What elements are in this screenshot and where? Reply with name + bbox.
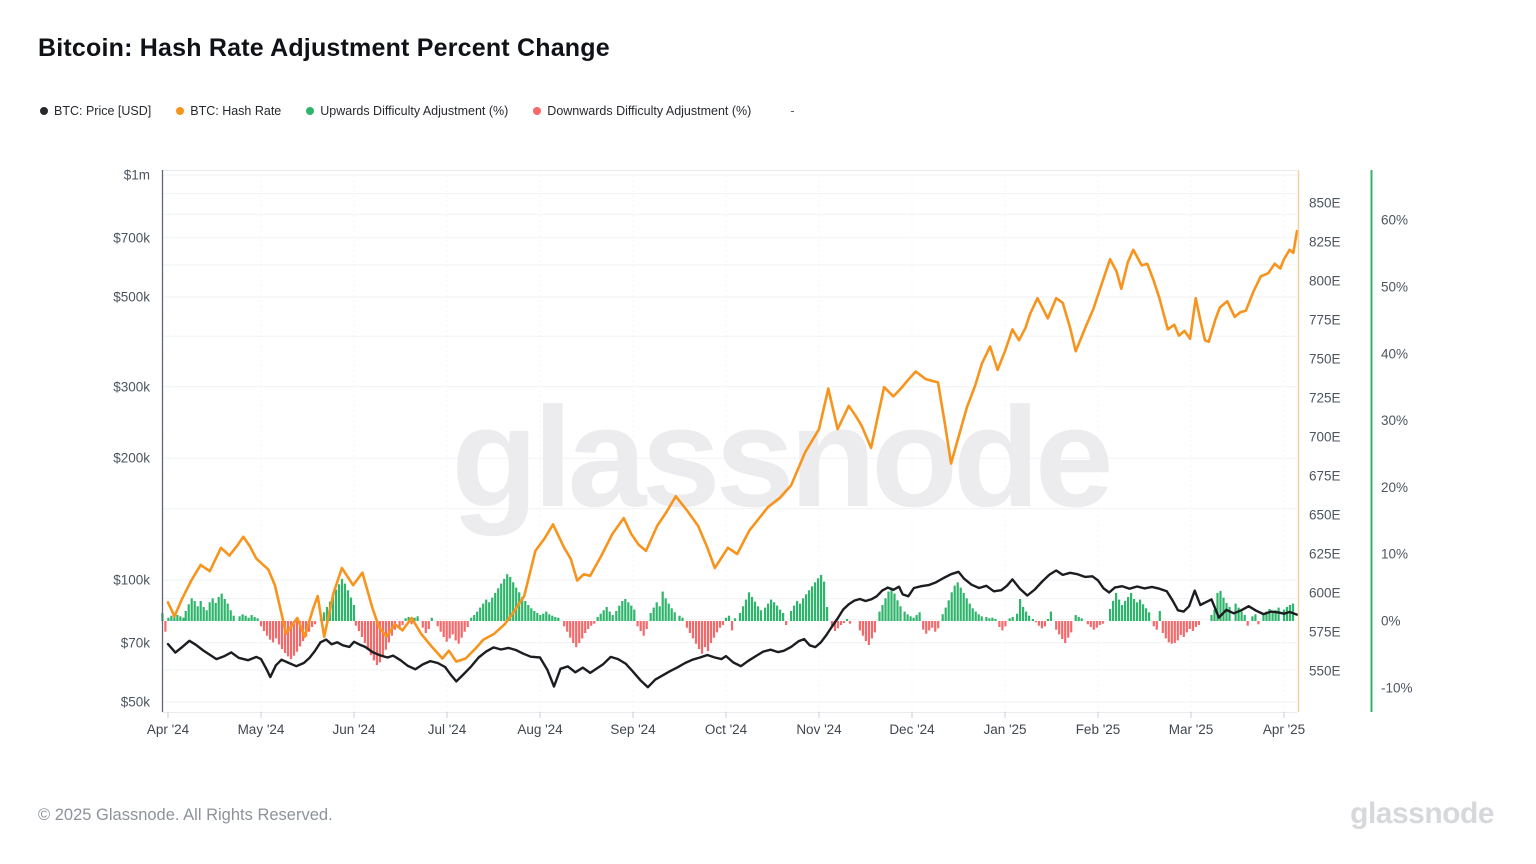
svg-text:$700k: $700k xyxy=(113,230,150,245)
plot-border xyxy=(162,170,1297,713)
downwards-adjustment-legend-dot-icon xyxy=(533,107,542,115)
svg-text:$300k: $300k xyxy=(113,379,150,394)
legend-item-label: BTC: Price [USD] xyxy=(54,104,152,118)
svg-text:Sep '24: Sep '24 xyxy=(610,722,656,737)
copyright-text: © 2025 Glassnode. All Rights Reserved. xyxy=(38,806,333,824)
svg-text:750E: 750E xyxy=(1309,352,1341,367)
svg-text:Jul '24: Jul '24 xyxy=(428,722,467,737)
svg-text:10%: 10% xyxy=(1381,547,1408,562)
svg-text:675E: 675E xyxy=(1309,469,1341,484)
svg-text:Feb '25: Feb '25 xyxy=(1076,722,1121,737)
svg-text:775E: 775E xyxy=(1309,313,1341,328)
svg-text:600E: 600E xyxy=(1309,586,1341,601)
svg-text:30%: 30% xyxy=(1381,413,1408,428)
svg-text:625E: 625E xyxy=(1309,547,1341,562)
svg-text:glassnode: glassnode xyxy=(451,378,1109,537)
month-tick-labels: Apr '24 May '24 Jun '24 Jul '24 Aug '24 Sep '… xyxy=(147,722,1305,737)
svg-text:$500k: $500k xyxy=(113,290,150,305)
svg-text:$70k: $70k xyxy=(121,635,151,650)
svg-text:550E: 550E xyxy=(1309,664,1341,679)
svg-text:$200k: $200k xyxy=(113,451,150,466)
svg-text:May '24: May '24 xyxy=(238,722,285,737)
svg-text:575E: 575E xyxy=(1309,625,1341,640)
svg-text:$1m: $1m xyxy=(124,168,150,183)
svg-text:Dec '24: Dec '24 xyxy=(889,722,935,737)
svg-text:50%: 50% xyxy=(1381,280,1408,295)
legend-extra-dash: - xyxy=(790,104,795,118)
price-legend-dot-icon xyxy=(40,107,48,115)
svg-text:Mar '25: Mar '25 xyxy=(1169,722,1214,737)
legend-item-btc-price[interactable]: BTC: Price [USD] xyxy=(40,104,151,118)
svg-text:Apr '25: Apr '25 xyxy=(1263,722,1305,737)
watermark-text: glassnode xyxy=(451,378,1114,537)
svg-text:Oct '24: Oct '24 xyxy=(705,722,748,737)
svg-text:60%: 60% xyxy=(1381,213,1408,228)
grid-vertical xyxy=(167,170,1285,712)
svg-text:Jan '25: Jan '25 xyxy=(983,722,1026,737)
svg-text:-10%: -10% xyxy=(1381,680,1413,695)
hash-rate-line xyxy=(166,229,1299,663)
svg-text:800E: 800E xyxy=(1309,274,1341,289)
svg-text:20%: 20% xyxy=(1381,480,1408,495)
svg-text:40%: 40% xyxy=(1381,346,1408,361)
hash-tick-labels: 550E 575E 600E 625E 650E 675E 700E 725E 750E 775E… xyxy=(1309,196,1341,679)
price-line xyxy=(166,569,1299,689)
legend-item-btc-hash-rate[interactable]: BTC: Hash Rate xyxy=(176,104,281,118)
page-title: Bitcoin: Hash Rate Adjustment Percent Ch… xyxy=(38,34,610,62)
svg-text:Aug '24: Aug '24 xyxy=(517,722,563,737)
x-tick-marks xyxy=(167,712,1285,718)
svg-text:825E: 825E xyxy=(1309,235,1341,250)
svg-text:700E: 700E xyxy=(1309,430,1341,445)
glassnode-logo[interactable]: glassnode xyxy=(1350,797,1494,830)
legend-item-label: Downwards Difficulty Adjustment (%) xyxy=(547,104,752,118)
legend-item-upwards-difficulty-adjustment[interactable]: Upwards Difficulty Adjustment (%) xyxy=(306,104,508,118)
svg-text:850E: 850E xyxy=(1309,196,1341,211)
svg-text:Nov '24: Nov '24 xyxy=(796,722,842,737)
svg-text:$100k: $100k xyxy=(113,573,150,588)
svg-text:$50k: $50k xyxy=(121,695,151,710)
svg-text:Apr '24: Apr '24 xyxy=(147,722,190,737)
svg-text:Jun '24: Jun '24 xyxy=(332,722,376,737)
legend-item-label: Upwards Difficulty Adjustment (%) xyxy=(320,104,509,118)
legend-item-downwards-difficulty-adjustment[interactable]: Downwards Difficulty Adjustment (%) xyxy=(533,104,751,118)
svg-text:725E: 725E xyxy=(1309,391,1341,406)
svg-text:650E: 650E xyxy=(1309,508,1341,523)
legend-item-label: BTC: Hash Rate xyxy=(190,104,282,118)
pct-tick-labels: -10% 0% 10% 20% 30% 40% 50% 60% xyxy=(1381,213,1413,696)
price-tick-labels: $50k $70k $100k $200k $300k $500k $700k $1m xyxy=(113,168,150,710)
svg-text:0%: 0% xyxy=(1381,614,1401,629)
legend: BTC: Price [USD] BTC: Hash Rate Upwards … xyxy=(40,104,794,118)
hash-rate-legend-dot-icon xyxy=(176,107,185,115)
upwards-adjustment-legend-dot-icon xyxy=(306,107,315,115)
difficulty-adjustment-bars xyxy=(161,574,1295,666)
